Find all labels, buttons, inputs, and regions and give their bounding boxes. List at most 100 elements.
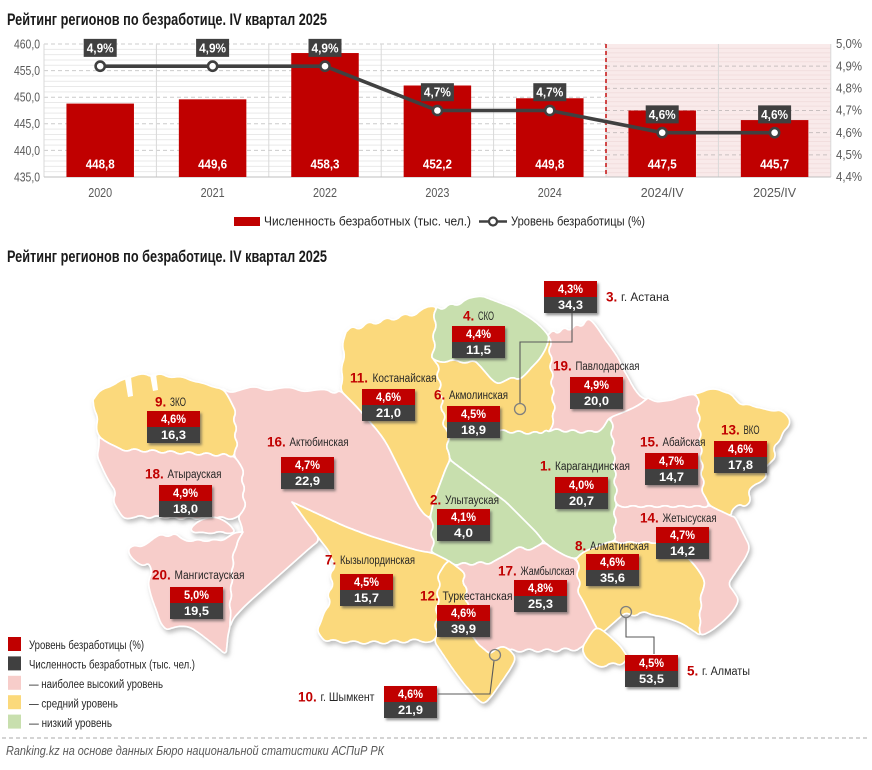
svg-text:2023: 2023: [425, 186, 449, 200]
svg-text:4,6%: 4,6%: [649, 108, 676, 122]
svg-text:4,4%: 4,4%: [836, 170, 862, 184]
svg-text:4,6%: 4,6%: [728, 442, 753, 456]
svg-text:460,0: 460,0: [14, 36, 40, 51]
svg-text:14.: 14.: [640, 511, 659, 526]
svg-text:4,7%: 4,7%: [659, 454, 684, 468]
svg-text:16,3: 16,3: [161, 428, 186, 442]
svg-text:2024/IV: 2024/IV: [641, 186, 685, 200]
svg-text:Жетысуская: Жетысуская: [663, 513, 717, 525]
svg-text:4,9%: 4,9%: [87, 41, 114, 55]
svg-text:Рейтинг регионов по безработиц: Рейтинг регионов по безработице. IV квар…: [7, 248, 327, 266]
svg-text:4,8%: 4,8%: [836, 82, 862, 96]
svg-text:20,7: 20,7: [569, 494, 594, 508]
svg-text:Уровень безработицы (%): Уровень безработицы (%): [511, 215, 645, 229]
svg-text:Туркестанская: Туркестанская: [443, 591, 513, 603]
svg-text:17,8: 17,8: [728, 458, 753, 472]
svg-text:11,5: 11,5: [466, 343, 491, 357]
svg-text:4,5%: 4,5%: [354, 575, 379, 589]
svg-text:2025/IV: 2025/IV: [753, 186, 797, 200]
svg-text:17.: 17.: [498, 564, 517, 579]
svg-text:— наиболее высокий уровень: — наиболее высокий уровень: [29, 679, 163, 691]
svg-text:16.: 16.: [267, 435, 286, 450]
svg-text:4,9%: 4,9%: [173, 486, 198, 500]
svg-text:18,0: 18,0: [173, 502, 198, 516]
svg-text:ВКО: ВКО: [744, 425, 760, 437]
svg-text:2024: 2024: [538, 186, 562, 200]
svg-text:20.: 20.: [152, 568, 171, 583]
svg-text:ЗКО: ЗКО: [170, 397, 186, 409]
svg-text:— средний уровень: — средний уровень: [29, 698, 118, 710]
svg-text:Жамбылская: Жамбылская: [521, 566, 575, 578]
svg-text:39,9: 39,9: [451, 622, 476, 636]
svg-text:15.: 15.: [640, 435, 659, 450]
svg-text:19.: 19.: [553, 359, 572, 374]
svg-text:10.: 10.: [298, 690, 317, 705]
svg-text:25,3: 25,3: [528, 597, 553, 611]
svg-text:Улытауская: Улытауская: [445, 495, 499, 507]
svg-text:4,5%: 4,5%: [836, 148, 862, 162]
svg-text:Численность безработных (тыс.: Численность безработных (тыс. чел.): [29, 660, 195, 672]
svg-text:4,6%: 4,6%: [761, 108, 788, 122]
svg-text:1.: 1.: [540, 459, 551, 474]
svg-text:СКО: СКО: [478, 311, 494, 323]
svg-text:Численность безработных (тыс.: Численность безработных (тыс. чел.): [264, 215, 471, 229]
svg-text:4,9%: 4,9%: [199, 41, 226, 55]
svg-text:Павлодарская: Павлодарская: [576, 361, 640, 373]
svg-text:4,3%: 4,3%: [558, 282, 583, 296]
svg-text:34,3: 34,3: [558, 298, 583, 312]
svg-text:447,5: 447,5: [648, 158, 677, 172]
svg-text:14,2: 14,2: [670, 544, 695, 558]
svg-text:Костанайская: Костанайская: [373, 373, 437, 385]
svg-text:4,4%: 4,4%: [466, 327, 491, 341]
svg-text:5,0%: 5,0%: [184, 588, 209, 602]
svg-text:445,0: 445,0: [14, 116, 40, 131]
svg-text:3.: 3.: [606, 290, 617, 305]
svg-text:4,5%: 4,5%: [461, 407, 486, 421]
svg-text:12.: 12.: [420, 589, 439, 604]
svg-text:8.: 8.: [575, 539, 586, 554]
svg-text:Уровень безработицы (%): Уровень безработицы (%): [29, 640, 144, 652]
svg-text:6.: 6.: [434, 388, 445, 403]
svg-text:4,9%: 4,9%: [836, 59, 862, 73]
svg-text:452,2: 452,2: [423, 158, 452, 172]
svg-text:458,3: 458,3: [311, 158, 340, 172]
svg-text:г. Алматы: г. Алматы: [702, 666, 750, 678]
svg-text:Рейтинг регионов по безработиц: Рейтинг регионов по безработице. IV квар…: [7, 11, 327, 29]
svg-text:Акмолинская: Акмолинская: [449, 390, 508, 402]
svg-text:22,9: 22,9: [295, 474, 320, 488]
svg-text:Алматинская: Алматинская: [590, 541, 649, 553]
svg-text:Атырауская: Атырауская: [168, 469, 222, 481]
svg-text:4,6%: 4,6%: [600, 555, 625, 569]
svg-text:г. Астана: г. Астана: [621, 292, 670, 304]
svg-text:53,5: 53,5: [639, 672, 664, 686]
svg-text:11.: 11.: [350, 371, 368, 386]
svg-text:4,7%: 4,7%: [295, 458, 320, 472]
svg-text:— низкий уровень: — низкий уровень: [29, 718, 112, 730]
svg-text:21,0: 21,0: [376, 406, 401, 420]
svg-text:18.: 18.: [145, 467, 164, 482]
svg-text:г. Шымкент: г. Шымкент: [321, 692, 376, 704]
svg-text:Кызылординская: Кызылординская: [340, 555, 415, 567]
svg-text:455,0: 455,0: [14, 63, 40, 78]
svg-text:7.: 7.: [325, 553, 336, 568]
svg-text:4,6%: 4,6%: [398, 687, 423, 701]
svg-text:4,9%: 4,9%: [584, 378, 609, 392]
svg-text:Абайская: Абайская: [663, 437, 706, 449]
svg-text:14,7: 14,7: [659, 470, 684, 484]
svg-text:449,8: 449,8: [535, 158, 564, 172]
svg-text:4,7%: 4,7%: [424, 86, 451, 100]
svg-text:2020: 2020: [88, 186, 112, 200]
svg-text:4.: 4.: [463, 309, 474, 324]
svg-text:4,5%: 4,5%: [639, 656, 664, 670]
svg-text:440,0: 440,0: [14, 143, 40, 158]
svg-text:4,7%: 4,7%: [536, 86, 563, 100]
svg-text:19,5: 19,5: [184, 604, 209, 618]
svg-text:21,9: 21,9: [398, 703, 423, 717]
svg-text:4,8%: 4,8%: [528, 581, 553, 595]
svg-text:435,0: 435,0: [14, 169, 40, 184]
svg-text:4,0%: 4,0%: [569, 478, 594, 492]
svg-text:445,7: 445,7: [760, 158, 789, 172]
svg-text:Мангистауская: Мангистауская: [175, 570, 245, 582]
svg-text:18,9: 18,9: [461, 423, 486, 437]
svg-text:449,6: 449,6: [198, 158, 227, 172]
